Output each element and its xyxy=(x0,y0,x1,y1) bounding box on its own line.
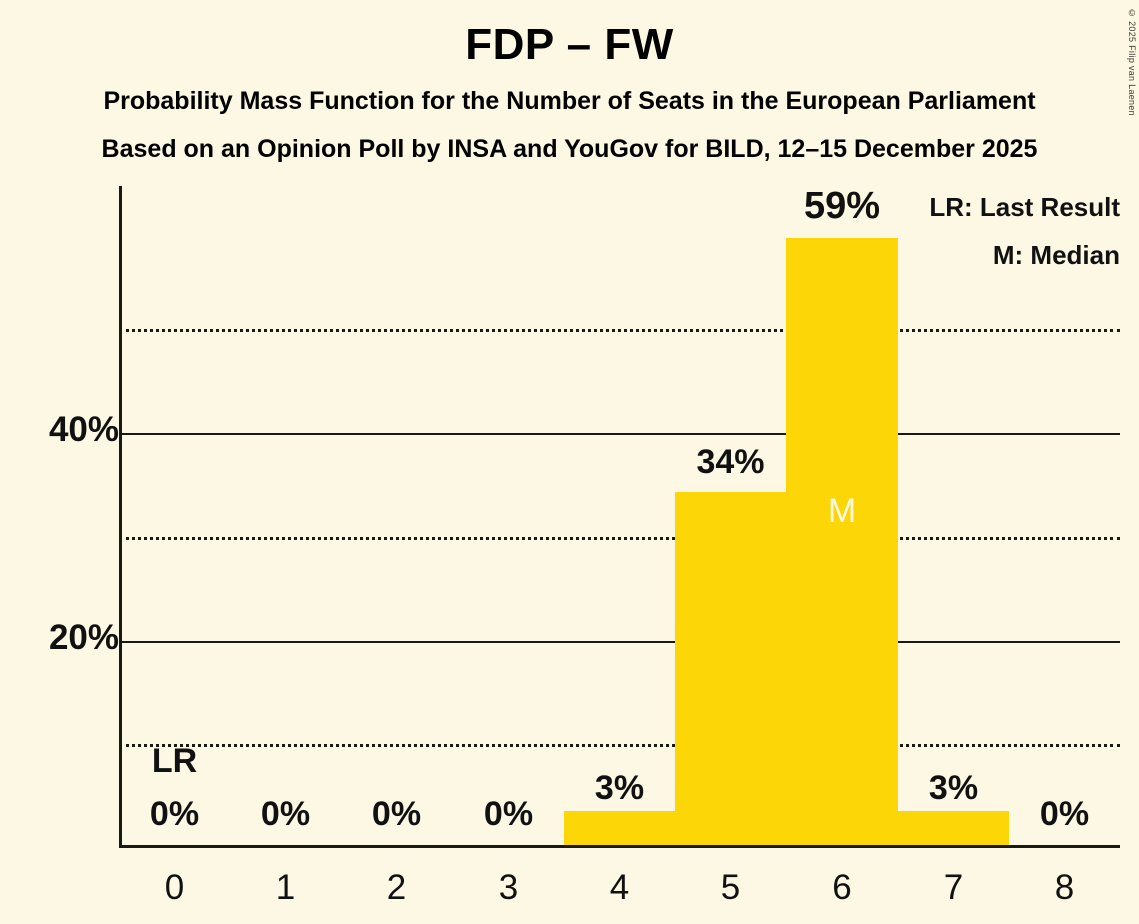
median-marker: M xyxy=(827,492,857,530)
bar-5[interactable] xyxy=(675,492,786,845)
copyright-notice: © 2025 Filip van Laenen xyxy=(1127,8,1137,116)
bar-value-3: 0% xyxy=(483,795,534,833)
legend-item-last-result: LR: Last Result xyxy=(929,192,1120,222)
x-axis-tick-0: 0 xyxy=(164,868,185,907)
y-axis-tick-40: 40% xyxy=(48,410,119,449)
x-axis-tick-5: 5 xyxy=(720,868,741,907)
y-axis-tick-20: 20% xyxy=(48,618,119,657)
gridline-40 xyxy=(119,433,1120,435)
legend-item-median: M: Median xyxy=(992,240,1120,271)
chart-title: FDP – FW xyxy=(465,20,674,69)
gridline-20 xyxy=(119,641,1120,643)
bar-value-2: 0% xyxy=(371,795,422,833)
x-axis-line xyxy=(119,845,1120,848)
x-axis-tick-3: 3 xyxy=(498,868,519,907)
y-axis-line xyxy=(119,186,122,848)
bar-value-5: 34% xyxy=(696,443,765,481)
x-axis-tick-7: 7 xyxy=(943,868,964,907)
bar-value-4: 3% xyxy=(594,769,645,807)
x-axis-tick-1: 1 xyxy=(275,868,296,907)
x-axis-tick-2: 2 xyxy=(386,868,407,907)
plot-area: M xyxy=(119,186,1120,848)
bar-value-0: 0% xyxy=(149,795,200,833)
x-axis-tick-8: 8 xyxy=(1054,868,1075,907)
chart-subtitle: Probability Mass Function for the Number… xyxy=(103,87,1036,115)
chart-source-line: Based on an Opinion Poll by INSA and You… xyxy=(101,135,1038,163)
x-axis-tick-6: 6 xyxy=(832,868,852,907)
bar-value-7: 3% xyxy=(928,769,979,807)
bar-6[interactable]: M xyxy=(786,238,898,845)
gridline-30 xyxy=(119,537,1120,540)
last-result-marker: LR xyxy=(151,742,198,780)
bar-value-1: 0% xyxy=(260,795,311,833)
chart-legend: LR: Last Result M: Median xyxy=(929,183,1120,279)
gridline-10 xyxy=(119,744,1120,747)
gridline-50 xyxy=(119,329,1120,332)
x-axis-tick-4: 4 xyxy=(609,868,630,907)
bar-value-6: 59% xyxy=(803,185,881,227)
bar-4[interactable] xyxy=(564,811,675,845)
bar-7[interactable] xyxy=(898,811,1009,845)
bar-value-8: 0% xyxy=(1039,795,1090,833)
